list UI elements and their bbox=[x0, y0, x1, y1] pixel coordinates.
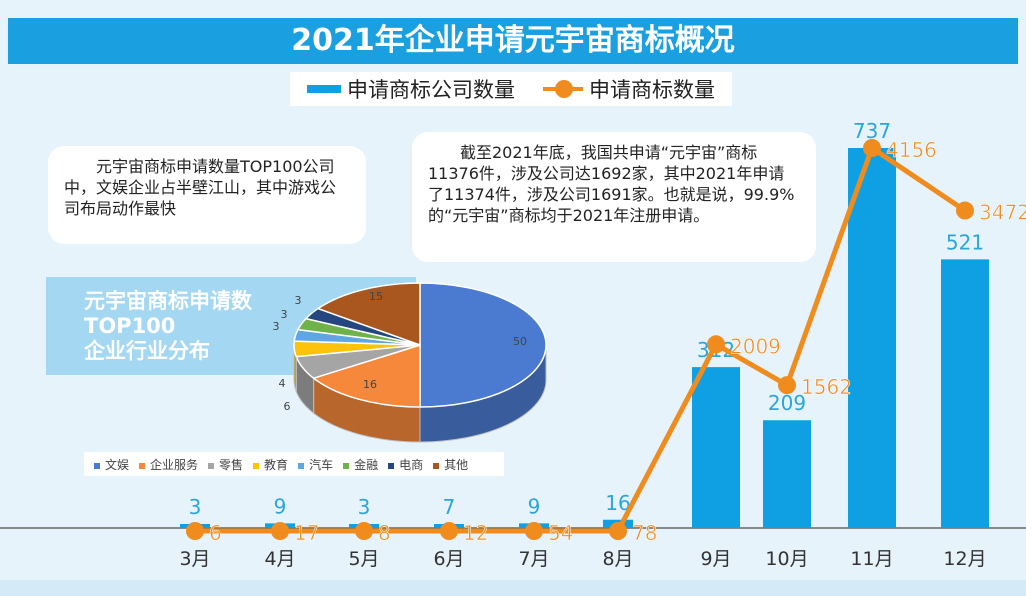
pie-slice bbox=[419, 282, 547, 408]
pie-legend-item: 教育 bbox=[253, 456, 288, 473]
x-tick-label: 5月 bbox=[348, 548, 379, 570]
bar-label: 9 bbox=[528, 494, 541, 518]
bar-label: 9 bbox=[274, 494, 287, 518]
bar-label: 3 bbox=[358, 495, 371, 519]
bar-swatch-icon bbox=[307, 85, 341, 93]
x-tick-label: 7月 bbox=[518, 548, 549, 570]
legend-swatch-icon bbox=[253, 462, 260, 469]
line-point bbox=[609, 522, 627, 540]
line-point bbox=[778, 376, 796, 395]
legend-line: 申请商标数量 bbox=[543, 74, 715, 104]
legend-swatch-icon bbox=[139, 462, 146, 469]
bar-label: 209 bbox=[768, 391, 806, 415]
line-point bbox=[355, 522, 373, 540]
legend-swatch-icon bbox=[343, 462, 350, 469]
line-label: 6 bbox=[209, 521, 222, 545]
pie-slice-label: 3 bbox=[273, 320, 280, 333]
pie-legend-item: 汽车 bbox=[298, 456, 333, 473]
pie-legend-label: 教育 bbox=[264, 457, 289, 472]
bar bbox=[848, 148, 896, 528]
chart-legend: 申请商标公司数量 申请商标数量 bbox=[290, 72, 732, 106]
x-tick-label: 4月 bbox=[264, 548, 295, 570]
note-left: 元宇宙商标申请数量TOP100公司中，文娱企业占半壁江山，其中游戏公司布局动作最… bbox=[48, 146, 366, 244]
pie-legend-label: 汽车 bbox=[309, 457, 334, 472]
legend-swatch-icon bbox=[388, 462, 395, 469]
line-label: 4156 bbox=[886, 138, 937, 162]
line-series bbox=[195, 144, 967, 534]
x-tick-label: 6月 bbox=[433, 548, 464, 570]
bar bbox=[692, 367, 740, 528]
legend-bar-label: 申请商标公司数量 bbox=[347, 78, 515, 102]
x-tick-label: 3月 bbox=[179, 548, 210, 570]
pie-legend-label: 金融 bbox=[354, 457, 379, 472]
pie-legend-label: 零售 bbox=[219, 457, 244, 472]
legend-swatch-icon bbox=[298, 462, 305, 469]
pie-legend-label: 文娱 bbox=[105, 457, 130, 472]
pie-legend: 文娱 企业服务 零售 教育 汽车 金融 电商 其他 bbox=[84, 452, 504, 476]
pie-slice-label: 4 bbox=[279, 377, 286, 390]
pie-legend-label: 电商 bbox=[399, 457, 424, 472]
x-tick-label: 9月 bbox=[700, 548, 731, 570]
pie-legend-item: 金融 bbox=[343, 456, 378, 473]
line-label: 78 bbox=[632, 521, 657, 545]
x-tick-label: 8月 bbox=[602, 548, 633, 570]
pie-slice-label: 50 bbox=[513, 335, 527, 348]
line-point bbox=[440, 522, 458, 540]
note-right: 截至2021年底，我国共申请“元宇宙”商标11376件，涉及公司达1692家，其… bbox=[412, 132, 816, 262]
line-point bbox=[707, 335, 725, 354]
bar bbox=[763, 420, 811, 528]
legend-swatch-icon bbox=[433, 462, 440, 469]
pie-legend-label: 企业服务 bbox=[150, 457, 199, 472]
legend-swatch-icon bbox=[94, 462, 100, 469]
pie-slice-label: 16 bbox=[363, 378, 377, 391]
line-point bbox=[525, 522, 543, 540]
x-tick-label: 12月 bbox=[943, 548, 986, 570]
bar-label: 7 bbox=[443, 495, 456, 519]
line-marker-icon bbox=[543, 80, 583, 98]
pie-title-line: 企业行业分布 bbox=[84, 339, 210, 363]
line-label: 8 bbox=[378, 521, 391, 545]
pie-legend-item: 其他 bbox=[433, 456, 468, 473]
legend-line-label: 申请商标数量 bbox=[589, 78, 715, 102]
pie-title-line: 元宇宙商标申请数 bbox=[84, 289, 252, 313]
pie-slice-label: 3 bbox=[281, 308, 288, 321]
bar-label: 521 bbox=[946, 230, 984, 254]
line-label: 17 bbox=[294, 521, 319, 545]
pie-title-line: TOP100 bbox=[84, 314, 176, 338]
line-point bbox=[271, 522, 289, 540]
page-title: 2021年企业申请元宇宙商标概况 bbox=[8, 18, 1018, 64]
x-tick-label: 11月 bbox=[850, 548, 893, 570]
line-label: 12 bbox=[463, 521, 488, 545]
bar bbox=[941, 259, 989, 528]
pie-slice bbox=[316, 282, 421, 347]
pie-slice bbox=[312, 343, 421, 408]
x-tick-label: 10月 bbox=[765, 548, 808, 570]
line-point bbox=[186, 522, 204, 540]
pie-slice-label: 6 bbox=[284, 400, 291, 413]
bottom-band bbox=[0, 580, 1026, 596]
line-label: 3472 bbox=[979, 201, 1026, 225]
legend-swatch-icon bbox=[208, 462, 215, 469]
pie-legend-item: 文娱 bbox=[94, 456, 129, 473]
pie-legend-item: 零售 bbox=[208, 456, 243, 473]
pie-legend-item: 企业服务 bbox=[139, 456, 198, 473]
bar-label: 3 bbox=[189, 495, 202, 519]
line-label: 1562 bbox=[801, 375, 852, 399]
line-point bbox=[956, 201, 974, 220]
pie-slice-label: 3 bbox=[295, 294, 302, 307]
line-point bbox=[863, 139, 881, 157]
line-label: 2009 bbox=[730, 334, 781, 358]
pie-slice-label: 15 bbox=[369, 290, 383, 303]
legend-bar: 申请商标公司数量 bbox=[307, 74, 515, 104]
pie-legend-item: 电商 bbox=[388, 456, 423, 473]
pie-legend-label: 其他 bbox=[444, 457, 469, 472]
line-label: 54 bbox=[548, 521, 573, 545]
